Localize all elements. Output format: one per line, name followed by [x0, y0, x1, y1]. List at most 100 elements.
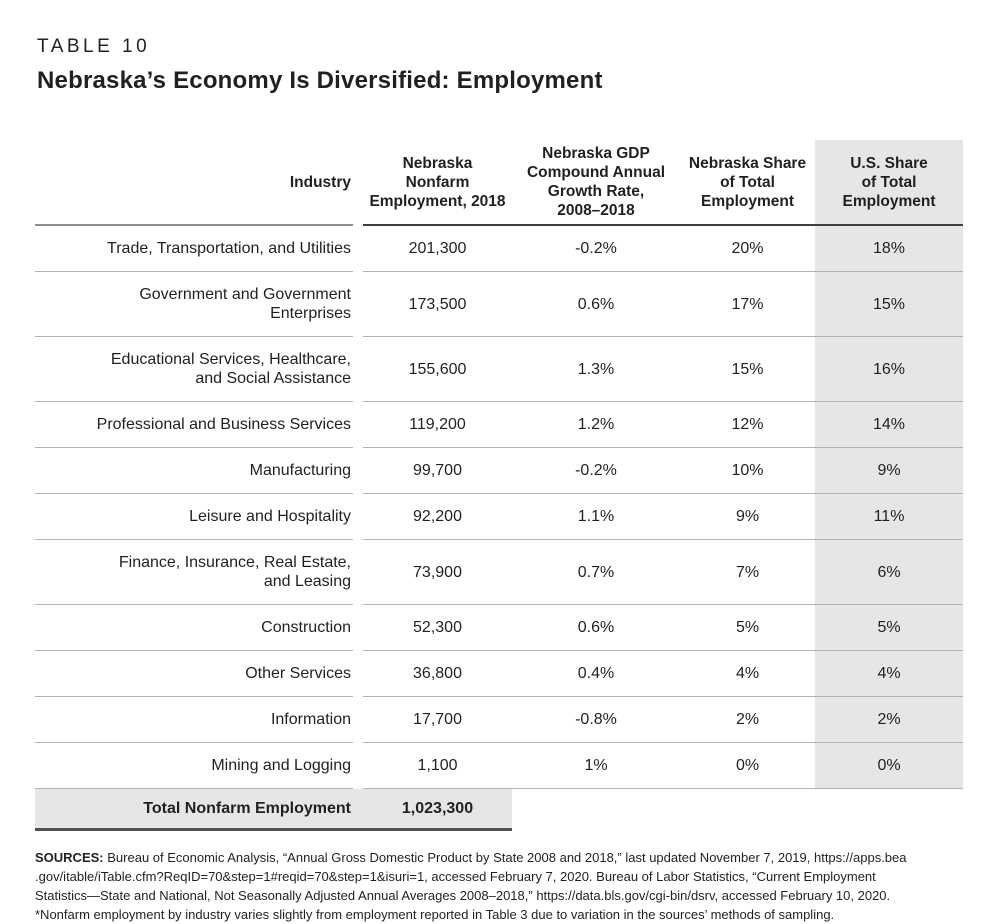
- ne-share-cell: 0%: [680, 742, 815, 789]
- table-row-government: Government and Government Enterprises 17…: [35, 271, 963, 337]
- industry-cell: Trade, Transportation, and Utilities: [35, 225, 353, 272]
- column-gap: [353, 743, 363, 789]
- industry-cell: Leisure and Hospitality: [35, 493, 353, 540]
- us-share-cell: 9%: [815, 447, 963, 494]
- column-gap: [353, 140, 363, 225]
- industry-cell: Construction: [35, 604, 353, 651]
- col-header-us-share: U.S. Share of Total Employment: [815, 140, 963, 226]
- employment-cell: 17,700: [363, 696, 512, 743]
- us-share-cell: 5%: [815, 604, 963, 651]
- column-gap: [353, 225, 363, 272]
- industry-cell: Other Services: [35, 650, 353, 697]
- table-number-kicker: TABLE 10: [37, 36, 151, 57]
- employment-table: Industry Nebraska Nonfarm Employment, 20…: [35, 140, 963, 831]
- employment-cell: 36,800: [363, 650, 512, 697]
- employment-cell: 155,600: [363, 336, 512, 402]
- column-gap: [353, 651, 363, 697]
- column-gap: [353, 337, 363, 402]
- gdp-growth-cell: 1.3%: [512, 336, 680, 402]
- sources-label: SOURCES:: [35, 850, 104, 865]
- footnote: *Nonfarm employment by industry varies s…: [35, 907, 835, 922]
- sources-and-notes: SOURCES: Bureau of Economic Analysis, “A…: [35, 848, 965, 924]
- sources-text: Bureau of Economic Analysis, “Annual Gro…: [107, 850, 907, 865]
- industry-cell: Government and Government Enterprises: [35, 271, 353, 337]
- gdp-growth-cell: -0.2%: [512, 447, 680, 494]
- ne-share-cell: 4%: [680, 650, 815, 697]
- column-gap: [353, 402, 363, 448]
- table-row-construction: Construction 52,300 0.6% 5% 5%: [35, 604, 963, 651]
- employment-cell: 201,300: [363, 225, 512, 272]
- table-row-leisure-hospitality: Leisure and Hospitality 92,200 1.1% 9% 1…: [35, 493, 963, 540]
- us-share-cell: 11%: [815, 493, 963, 540]
- employment-cell: 99,700: [363, 447, 512, 494]
- us-share-cell: 18%: [815, 225, 963, 272]
- col-header-nonfarm-employment: Nebraska Nonfarm Employment, 2018: [363, 140, 512, 226]
- us-share-cell: 0%: [815, 742, 963, 789]
- employment-cell: 1,100: [363, 742, 512, 789]
- gdp-growth-cell: 0.6%: [512, 271, 680, 337]
- header-row: Industry Nebraska Nonfarm Employment, 20…: [35, 140, 963, 226]
- gdp-growth-cell: 1.1%: [512, 493, 680, 540]
- column-gap: [353, 540, 363, 605]
- ne-share-cell: 5%: [680, 604, 815, 651]
- industry-cell: Mining and Logging: [35, 742, 353, 789]
- col-header-gdp-growth-rate: Nebraska GDP Compound Annual Growth Rate…: [512, 140, 680, 226]
- us-share-cell: 6%: [815, 539, 963, 605]
- col-header-nebraska-share: Nebraska Share of Total Employment: [680, 140, 815, 226]
- gdp-growth-cell: 0.6%: [512, 604, 680, 651]
- gdp-growth-cell: 0.4%: [512, 650, 680, 697]
- table-row-manufacturing: Manufacturing 99,700 -0.2% 10% 9%: [35, 447, 963, 494]
- table-row-other-services: Other Services 36,800 0.4% 4% 4%: [35, 650, 963, 697]
- ne-share-cell: 2%: [680, 696, 815, 743]
- gdp-growth-cell: 1.2%: [512, 401, 680, 448]
- industry-cell: Finance, Insurance, Real Estate, and Lea…: [35, 539, 353, 605]
- table-row-educational-services: Educational Services, Healthcare, and So…: [35, 336, 963, 402]
- employment-cell: 173,500: [363, 271, 512, 337]
- ne-share-cell: 15%: [680, 336, 815, 402]
- us-share-cell: 4%: [815, 650, 963, 697]
- table-row-trade-transportation-utilities: Trade, Transportation, and Utilities 201…: [35, 225, 963, 272]
- gdp-growth-cell: -0.8%: [512, 696, 680, 743]
- employment-cell: 119,200: [363, 401, 512, 448]
- gdp-growth-cell: 0.7%: [512, 539, 680, 605]
- total-row-empty-cells: [512, 788, 963, 830]
- table-row-professional-business: Professional and Business Services 119,2…: [35, 401, 963, 448]
- column-gap: [353, 788, 363, 831]
- industry-cell: Professional and Business Services: [35, 401, 353, 448]
- us-share-cell: 16%: [815, 336, 963, 402]
- industry-cell: Manufacturing: [35, 447, 353, 494]
- column-gap: [353, 448, 363, 494]
- table-row-information: Information 17,700 -0.8% 2% 2%: [35, 696, 963, 743]
- table-row-finance-insurance: Finance, Insurance, Real Estate, and Lea…: [35, 539, 963, 605]
- ne-share-cell: 9%: [680, 493, 815, 540]
- column-gap: [353, 697, 363, 743]
- ne-share-cell: 12%: [680, 401, 815, 448]
- gdp-growth-cell: 1%: [512, 742, 680, 789]
- ne-share-cell: 10%: [680, 447, 815, 494]
- sources-line-1: SOURCES: Bureau of Economic Analysis, “A…: [35, 848, 965, 867]
- table-row-mining-logging: Mining and Logging 1,100 1% 0% 0%: [35, 742, 963, 789]
- ne-share-cell: 7%: [680, 539, 815, 605]
- table-title: Nebraska’s Economy Is Diversified: Emplo…: [37, 67, 603, 94]
- us-share-cell: 15%: [815, 271, 963, 337]
- employment-cell: 73,900: [363, 539, 512, 605]
- ne-share-cell: 17%: [680, 271, 815, 337]
- industry-cell: Information: [35, 696, 353, 743]
- col-header-industry: Industry: [35, 140, 353, 226]
- total-row: Total Nonfarm Employment 1,023,300: [35, 788, 963, 831]
- sources-line-3: Statistics—State and National, Not Seaso…: [35, 888, 891, 903]
- gdp-growth-cell: -0.2%: [512, 225, 680, 272]
- ne-share-cell: 20%: [680, 225, 815, 272]
- us-share-cell: 2%: [815, 696, 963, 743]
- sources-line-2: .gov/itable/iTable.cfm?ReqID=70&step=1#r…: [35, 869, 876, 884]
- industry-cell: Educational Services, Healthcare, and So…: [35, 336, 353, 402]
- column-gap: [353, 272, 363, 337]
- employment-cell: 52,300: [363, 604, 512, 651]
- column-gap: [353, 605, 363, 651]
- total-label: Total Nonfarm Employment: [35, 788, 353, 831]
- us-share-cell: 14%: [815, 401, 963, 448]
- total-value: 1,023,300: [363, 788, 512, 831]
- column-gap: [353, 494, 363, 540]
- employment-cell: 92,200: [363, 493, 512, 540]
